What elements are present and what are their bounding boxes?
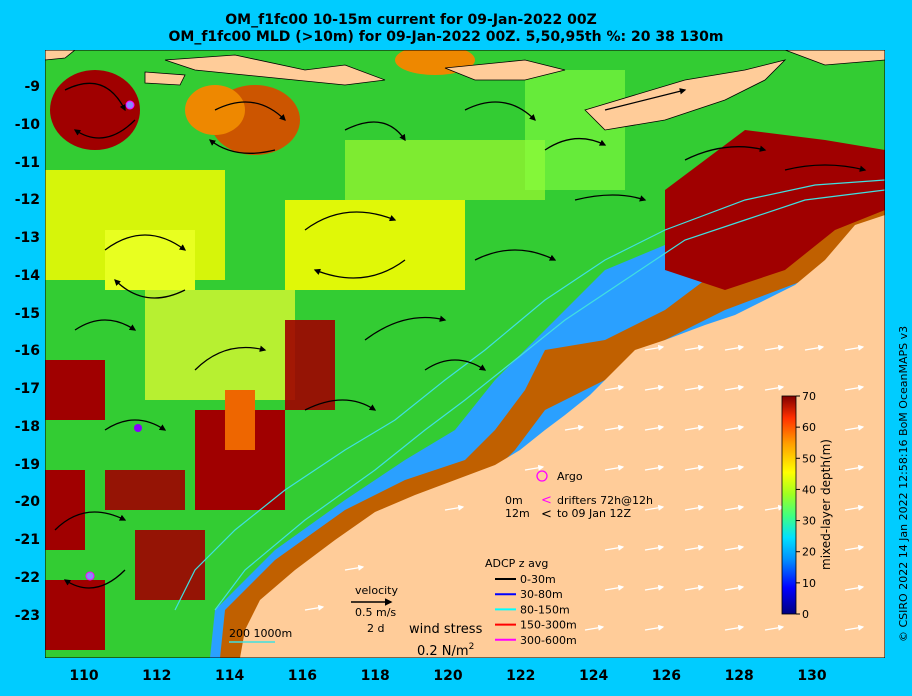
colorbar: [781, 395, 797, 615]
y-tick-label: -19: [14, 456, 40, 473]
x-tick-label: 120: [433, 668, 463, 684]
north-islands: [45, 50, 885, 131]
argo-float: [85, 571, 95, 581]
y-tick-label: -17: [14, 381, 40, 397]
coastal-band: [220, 200, 885, 658]
x-tick-label: 112: [142, 668, 172, 684]
y-tick-label: -21: [14, 532, 40, 548]
colorbar-ticks: 0 10 20 30 40 50 60 70: [796, 390, 816, 621]
title-line-2: OM_f1fc00 MLD (>10m) for 09-Jan-2022 00Z…: [168, 29, 724, 45]
adcp-legend-items: 0-30m 30-80m 80-150m 150-300m 300-600m: [495, 573, 577, 647]
y-tick-label: -13: [14, 230, 40, 246]
adcp-legend-label: 30-80m: [520, 588, 563, 601]
x-tick-label: 118: [360, 668, 390, 684]
current-streamlines: [54, 82, 867, 589]
velocity-scale-label: 0.5 m/s: [355, 606, 396, 619]
bathymetry-contours: [174, 179, 885, 611]
colorbar-tick-label: 70: [802, 390, 816, 403]
wind-stress-scale: 0.2 N/m2: [417, 642, 474, 658]
mld-patches: [45, 50, 625, 650]
y-tick-label: -16: [14, 343, 40, 360]
y-tick-label: -15: [14, 305, 40, 322]
x-tick-label: 114: [214, 668, 245, 684]
colorbar-tick-label: 40: [802, 483, 816, 496]
velocity-time-label: 2 d: [367, 622, 384, 635]
y-tick-label: -14: [14, 267, 40, 284]
wind-stress-arrows: [304, 344, 865, 631]
y-tick-label: -23: [14, 607, 40, 624]
credit-text: © CSIRO 2022 14 Jan 2022 12:58:16 BoM Oc…: [897, 325, 910, 642]
argo-legend-label: Argo: [557, 470, 583, 483]
x-tick-label: 116: [287, 668, 317, 684]
y-tick-label: -18: [14, 418, 40, 435]
bathymetry-legend-label: 200 1000m: [229, 627, 292, 640]
x-tick-label: 130: [797, 668, 827, 684]
colorbar-tick-label: 20: [802, 546, 816, 559]
y-tick-label: -9: [24, 79, 40, 95]
colorbar-label: mixed-layer depth(m): [819, 439, 833, 570]
drifters-0m-label: 0m: [505, 494, 523, 507]
colorbar-tick-label: 50: [802, 452, 816, 465]
argo-legend-icon: [536, 470, 548, 482]
map-panel: Argo 0m < drifters 72h@12h 12m < to 09 J…: [45, 50, 885, 658]
x-tick-label: 110: [69, 668, 99, 684]
drifters-line2-label: to 09 Jan 12Z: [557, 507, 631, 520]
title-line-1: OM_f1fc00 10-15m current for 09-Jan-2022…: [225, 12, 597, 28]
argo-float: [134, 424, 142, 432]
adcp-legend-label: 150-300m: [520, 619, 577, 632]
y-tick-label: -10: [14, 116, 40, 133]
australia-land: [240, 215, 885, 658]
drifters-magenta-icon: <: [541, 493, 552, 508]
x-tick-label: 124: [578, 668, 609, 684]
adcp-legend-label: 0-30m: [520, 573, 556, 586]
y-tick-label: -22: [14, 569, 40, 586]
colorbar-tick-label: 10: [802, 577, 816, 590]
velocity-title: velocity: [355, 584, 398, 597]
x-tick-label: 122: [506, 668, 536, 684]
x-tick-label: 126: [651, 668, 681, 684]
argo-float: [125, 100, 135, 110]
y-tick-label: -20: [14, 494, 40, 511]
adcp-legend-label: 300-600m: [520, 634, 577, 647]
colorbar-tick-label: 60: [802, 421, 816, 434]
adcp-title: ADCP z avg: [485, 557, 548, 570]
wind-stress-title: wind stress: [409, 622, 483, 637]
adcp-legend-label: 80-150m: [520, 603, 570, 616]
y-tick-label: -11: [14, 154, 40, 171]
colorbar-tick-label: 0: [802, 608, 809, 621]
x-tick-label: 128: [724, 668, 754, 684]
colorbar-tick-label: 30: [802, 515, 816, 528]
y-tick-label: -12: [14, 192, 40, 209]
drifters-12m-label: 12m: [505, 507, 530, 520]
drifters-black-icon: <: [541, 507, 552, 522]
drifters-line1-label: drifters 72h@12h: [557, 494, 653, 507]
